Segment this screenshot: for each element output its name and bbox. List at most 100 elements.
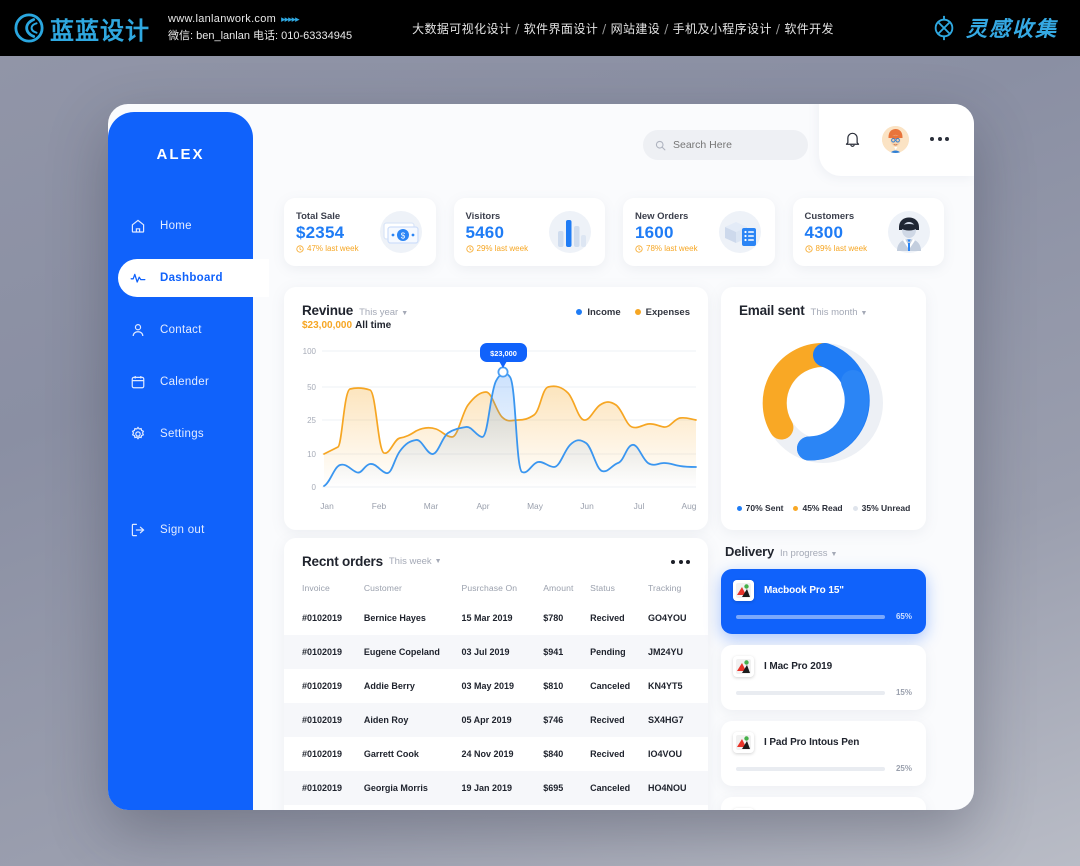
cell-invoice: #0102019 xyxy=(284,703,364,737)
more-horizontal-icon[interactable] xyxy=(930,137,949,141)
email-header: Email sent This month ▼ xyxy=(721,287,926,318)
sidebar-item-label: Settings xyxy=(160,428,204,440)
chart-tooltip: $23,000 xyxy=(480,343,527,368)
cell-tracking: IO4VOU xyxy=(647,737,708,771)
stat-delta: 29% last week xyxy=(465,244,528,253)
chart-point-marker xyxy=(497,366,509,378)
legend-item-expenses: Expenses xyxy=(634,306,690,318)
orders-table: Invoice Customer Pusrchase On Amount Sta… xyxy=(284,578,708,805)
delivery-item[interactable]: I Pad Pro Intous Pen 25% xyxy=(721,721,926,786)
stat-cards: Total Sale $2354 47% last week xyxy=(284,198,944,266)
service-sep: / xyxy=(602,21,607,36)
table-row[interactable]: #0102019 Georgia Morris 19 Jan 2019 $695… xyxy=(284,771,708,805)
stat-value: 5460 xyxy=(465,223,505,242)
banner-right-brand: 灵感收集 xyxy=(931,13,1058,43)
clock-icon xyxy=(296,244,304,253)
activity-icon xyxy=(130,273,146,283)
svg-text:100: 100 xyxy=(303,347,317,356)
table-row[interactable]: #0102019 Addie Berry 03 May 2019 $810 Ca… xyxy=(284,669,708,703)
orders-period[interactable]: This week xyxy=(388,556,432,567)
cell-customer: Garrett Cook xyxy=(363,737,462,771)
clock-icon xyxy=(804,244,813,253)
donut-svg xyxy=(762,342,883,463)
delivery-item-name: I Mac Pro 2019 xyxy=(764,661,833,672)
legend-item-read: 45% Read xyxy=(793,503,843,513)
calendar-icon xyxy=(131,376,145,389)
brand-logo: 蓝蓝设计 xyxy=(14,11,150,46)
sidebar-item-signout[interactable]: Sign out xyxy=(108,511,253,549)
revenue-header: Revinue This year ▼ Income Expenses xyxy=(284,287,708,318)
sidebar-item-calender[interactable]: Calender xyxy=(108,363,253,401)
progress-track xyxy=(736,690,885,695)
svg-text:Jan: Jan xyxy=(320,501,334,511)
revenue-period[interactable]: This year xyxy=(359,307,399,318)
column-header-purchase: Pusrchase On xyxy=(461,583,518,593)
delivery-section: Delivery In progress ▼ Macbook Pro 15" xyxy=(721,538,926,810)
table-row[interactable]: #0102019 Bernice Hayes 15 Mar 2019 $780 … xyxy=(284,601,708,635)
table-row[interactable]: #0102019 Garrett Cook 24 Nov 2019 $840 R… xyxy=(284,737,708,771)
legend-dot xyxy=(634,309,641,315)
service-sep: / xyxy=(515,21,520,36)
chevron-down-icon[interactable]: ▼ xyxy=(434,558,442,565)
main-content: Total Sale $2354 47% last week xyxy=(253,104,974,810)
cell-invoice: #0102019 xyxy=(284,771,364,805)
delivery-item[interactable]: Macbook Pro 13" xyxy=(721,797,926,810)
chevron-down-icon[interactable]: ▼ xyxy=(830,551,838,558)
delivery-item[interactable]: Macbook Pro 15" 65% xyxy=(721,569,926,634)
arrows-icon: ▸▸▸▸▸ xyxy=(281,13,300,24)
search-input[interactable] xyxy=(673,139,793,151)
sidebar-item-dashboard[interactable]: Dashboard xyxy=(118,259,269,297)
revenue-amount-row: $23,00,000 All time xyxy=(284,318,708,331)
delivery-period[interactable]: In progress xyxy=(780,548,828,559)
sidebar-item-label: Contact xyxy=(160,324,202,336)
user-icon xyxy=(132,324,144,337)
stat-delta: 47% last week xyxy=(296,244,359,253)
search-box[interactable] xyxy=(643,130,808,160)
email-period[interactable]: This month xyxy=(810,307,858,318)
cell-tracking: GO4YOU xyxy=(647,601,708,635)
svg-text:Jun: Jun xyxy=(580,501,594,511)
gear-icon xyxy=(131,426,145,440)
sidebar-item-label: Calender xyxy=(160,376,210,388)
revenue-amount: $23,00,000 xyxy=(302,320,353,331)
stat-card-customers[interactable]: Customers 4300 89% last week xyxy=(792,198,944,266)
cell-customer: Georgia Morris xyxy=(363,771,462,805)
cell-purchase: 03 Jul 2019 xyxy=(461,635,544,669)
stat-card-total-sale[interactable]: Total Sale $2354 47% last week xyxy=(284,198,436,266)
avatar[interactable] xyxy=(882,125,909,153)
chevron-down-icon[interactable]: ▼ xyxy=(401,310,409,317)
svg-text:50: 50 xyxy=(307,383,316,392)
sidebar-item-contact[interactable]: Contact xyxy=(108,311,253,349)
table-row[interactable]: #0102019 Eugene Copeland 03 Jul 2019 $94… xyxy=(284,635,708,669)
chart-y-axis: 100 50 25 10 0 xyxy=(303,347,317,492)
bell-icon[interactable] xyxy=(844,130,861,149)
table-row[interactable]: #0102019 Aiden Roy 05 Apr 2019 $746 Reci… xyxy=(284,703,708,737)
status-badge: Canceled xyxy=(590,669,648,703)
topbar xyxy=(253,104,974,200)
revenue-area-chart: 100 50 25 10 0 xyxy=(284,339,708,524)
cell-tracking: HO4NOU xyxy=(647,771,708,805)
cell-purchase: 19 Jan 2019 xyxy=(461,771,544,805)
cell-customer: Bernice Hayes xyxy=(363,601,462,635)
sidebar-item-settings[interactable]: Settings xyxy=(108,415,253,453)
app-thumb-icon xyxy=(733,808,754,810)
legend-label: 70% Sent xyxy=(745,503,784,513)
delivery-item[interactable]: I Mac Pro 2019 15% xyxy=(721,645,926,710)
status-badge: Canceled xyxy=(590,771,648,805)
cell-purchase: 24 Nov 2019 xyxy=(461,737,544,771)
app-window: ALEX Home Dashboard Cont xyxy=(108,104,974,810)
chevron-down-icon[interactable]: ▼ xyxy=(860,310,868,317)
stat-card-new-orders[interactable]: New Orders 1600 78% last week xyxy=(623,198,775,266)
more-horizontal-icon[interactable] xyxy=(671,559,690,564)
svg-text:Feb: Feb xyxy=(372,501,387,511)
sidebar-item-home[interactable]: Home xyxy=(108,207,253,245)
sidebar-item-label: Home xyxy=(160,220,192,232)
legend-item-unread: 35% Unread xyxy=(852,503,910,513)
promo-banner: 蓝蓝设计 www.lanlanwork.com ▸▸▸▸▸ 微信: ben_lan… xyxy=(0,0,1080,56)
stat-card-visitors[interactable]: Visitors 5460 29% last week xyxy=(453,198,605,266)
column-header-tracking: Tracking xyxy=(647,583,682,593)
cell-amount: $941 xyxy=(543,635,591,669)
legend-item-income: Income xyxy=(576,307,621,318)
legend-label: Expenses xyxy=(645,306,690,318)
package-box-icon xyxy=(715,207,765,257)
